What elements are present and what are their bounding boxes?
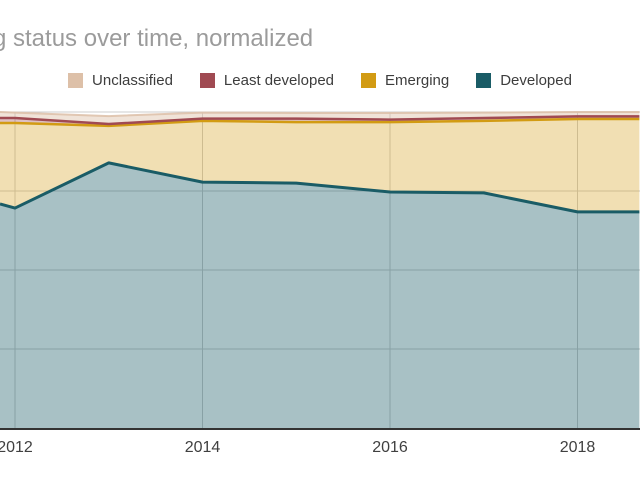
legend-label: Unclassified (92, 72, 173, 89)
line-emerging (0, 117, 640, 128)
legend-swatch-icon (476, 73, 492, 88)
x-axis-label-2018: 2018 (559, 439, 596, 456)
legend-item-emerging: Emerging (361, 72, 449, 89)
line-developed (0, 161, 640, 214)
area-emerging (0, 118, 640, 212)
x-axis-label-2014: 2014 (184, 439, 221, 456)
line-unclassified (0, 111, 640, 118)
series-areas (0, 112, 640, 428)
chart-title-container: g status over time, normalized (0, 25, 640, 59)
x-axis-label-2012: 2012 (0, 439, 33, 456)
legend-swatch-icon (68, 73, 84, 88)
area-developed (0, 162, 640, 428)
legend-label: Developed (500, 72, 572, 89)
legend-item-least-developed: Least developed (199, 72, 335, 89)
x-axis-label-2016: 2016 (372, 439, 408, 456)
legend-item-developed: Developed (476, 72, 572, 89)
legend-item-unclassified: Unclassified (68, 72, 173, 89)
legend-swatch-icon (361, 73, 377, 88)
line-least-developed (0, 115, 640, 126)
legend: Unclassified Least developed Emerging Devel… (0, 72, 640, 89)
chart-title: g status over time, normalized (0, 25, 314, 52)
legend-label: Least developed (223, 72, 335, 89)
legend-label: Emerging (385, 72, 450, 89)
series-lines (0, 111, 640, 214)
legend-swatch-icon (199, 73, 215, 88)
